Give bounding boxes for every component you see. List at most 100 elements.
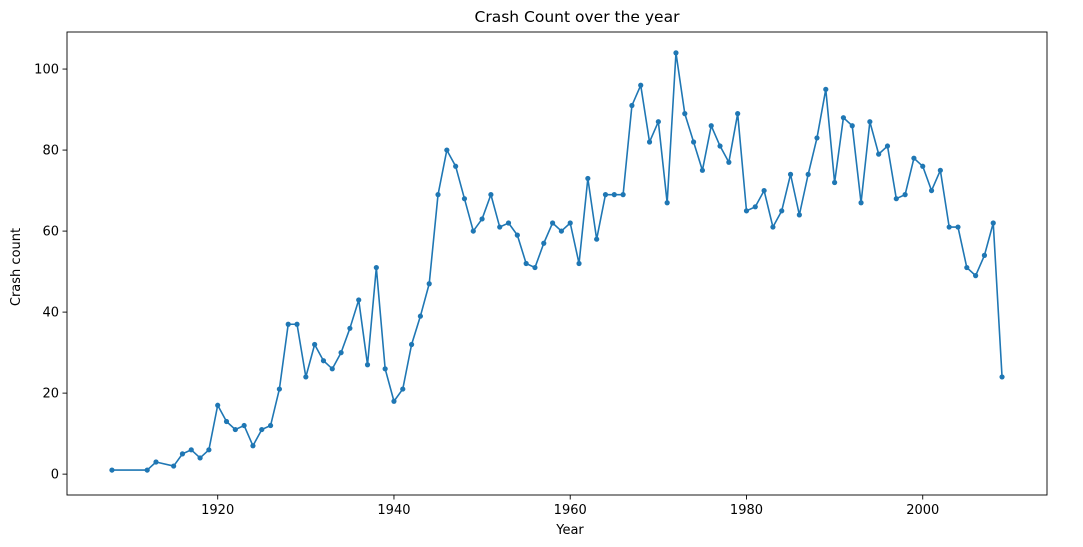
data-point [620,192,626,198]
data-point [752,204,758,210]
data-point [664,200,670,206]
data-point [426,281,432,287]
plot-frame [66,31,1048,496]
data-point [171,463,177,469]
data-point [973,273,979,279]
data-point [223,418,230,425]
data-point [840,115,847,121]
data-point [779,208,785,214]
data-point [902,192,908,198]
data-point [867,119,873,125]
series-line [111,52,1003,471]
data-point [153,459,159,465]
data-point [655,119,661,125]
y-axis: 0 20 40 60 80 100 [34,63,67,483]
data-point [990,220,996,226]
data-point [735,111,741,117]
data-point [805,171,811,177]
data-point [567,220,573,226]
data-point [338,350,344,356]
data-point [444,147,450,153]
data-point [646,139,653,145]
data-point [294,321,300,327]
data-point [320,358,327,364]
data-point [787,171,794,177]
data-point [594,236,600,242]
data-point [743,208,750,214]
data-point [241,422,247,429]
data-point [347,325,353,331]
data-point [585,175,591,182]
data-point [576,260,582,267]
data-point [549,220,556,226]
data-point [364,362,371,368]
data-point [250,443,256,449]
data-point [611,192,617,198]
data-point [717,143,723,149]
y-tick-label: 100 [34,63,59,78]
data-point [382,366,388,372]
data-point [479,216,485,222]
data-point [629,102,635,109]
data-point [823,86,829,92]
data-point [197,455,203,461]
data-point [946,224,952,230]
data-point [893,196,899,202]
data-point [532,264,538,271]
x-tick-label: 1940 [377,503,410,518]
y-tick-label: 60 [42,225,59,240]
data-point [638,82,644,88]
x-axis-label: Year [555,523,584,538]
x-tick-label: 2000 [906,503,939,518]
chart-title: Crash Count over the year [475,8,681,26]
x-tick-label: 1920 [201,503,234,518]
data-point [408,341,415,348]
data-point [497,224,503,230]
data-point [682,111,688,117]
data-point [911,155,917,161]
data-point [206,447,212,453]
data-point [796,212,802,218]
data-point [673,50,679,56]
data-point [770,224,776,230]
y-tick-label: 20 [42,387,59,402]
data-point [876,151,882,157]
x-tick-label: 1960 [554,503,587,518]
data-point [267,422,274,429]
data-point [356,297,362,303]
data-point [461,196,468,202]
data-point [708,123,714,129]
data-point [276,386,282,392]
data-point [373,264,379,271]
data-point [541,240,547,246]
y-tick-label: 80 [42,144,59,159]
data-point [188,447,194,453]
data-point [285,321,291,327]
y-tick-label: 40 [42,306,59,321]
y-tick-label: 0 [51,468,59,483]
y-axis-label: Crash count [9,228,24,306]
data-point [303,374,309,380]
data-point [179,451,186,457]
data-point [849,123,855,129]
data-point [955,224,961,230]
data-point [832,179,838,186]
data-point [964,264,970,271]
data-point [514,232,520,238]
data-point [726,159,732,165]
data-point [435,192,441,198]
data-point [259,426,265,433]
data-point [400,386,406,392]
data-point [109,467,115,473]
data-point [814,135,820,141]
data-point [858,200,864,206]
data-point [215,402,221,408]
data-point [488,192,494,198]
data-point [928,187,935,194]
data-point [417,313,423,319]
data-point [523,260,529,267]
data-point [505,220,512,226]
x-axis: 1920 1940 1960 1980 2000 [201,495,939,518]
data-point [470,228,476,234]
